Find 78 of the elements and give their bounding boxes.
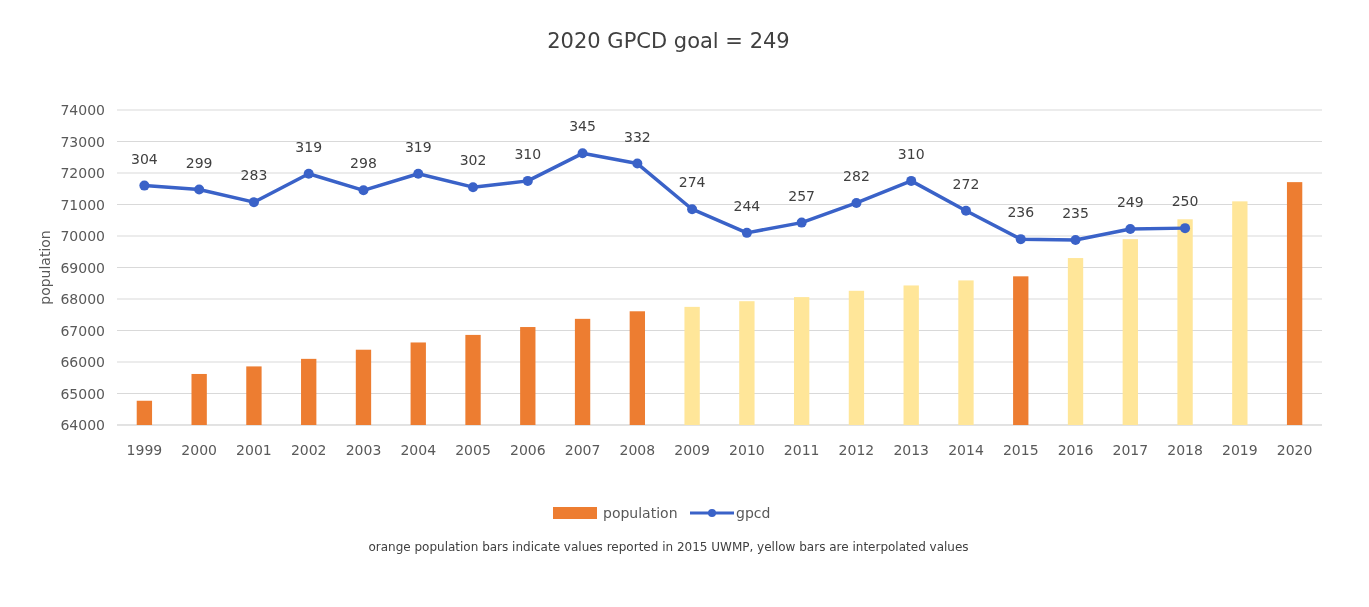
y-tick-label: 64000: [60, 417, 105, 433]
data-label: 235: [1062, 204, 1089, 221]
legend-label: population: [603, 505, 678, 521]
point: [1180, 223, 1191, 234]
data-label: 236: [1007, 204, 1035, 221]
x-tick-label: 2001: [236, 442, 272, 458]
data-label: 298: [350, 155, 377, 172]
point: [413, 168, 424, 179]
point: [1015, 234, 1026, 245]
x-tick-label: 2007: [564, 442, 601, 458]
point: [248, 197, 259, 208]
point: [139, 180, 150, 191]
y-tick-label: 71000: [60, 196, 105, 213]
legend-label: gpcd: [736, 505, 771, 521]
point: [960, 205, 971, 216]
data-label: 272: [952, 175, 980, 192]
point: [577, 148, 588, 159]
x-tick-label: 2018: [1167, 442, 1203, 458]
x-tick-label: 2015: [1002, 442, 1039, 458]
x-tick-label: 2017: [1112, 442, 1149, 458]
data-label: 319: [404, 138, 432, 155]
data-label: 319: [295, 138, 323, 155]
data-label: 332: [623, 128, 651, 145]
x-tick-label: 2010: [729, 442, 765, 458]
x-tick-label: 2000: [181, 442, 217, 458]
x-tick-label: 2014: [948, 442, 984, 458]
point: [1125, 223, 1136, 234]
point: [851, 197, 862, 208]
data-label: 282: [843, 167, 870, 184]
y-tick-label: 73000: [60, 133, 105, 150]
data-label: 304: [131, 150, 158, 167]
data-label: 274: [678, 174, 706, 191]
y-tick-label: 68000: [60, 291, 105, 307]
chart-title: 2020 GPCD goal = 249: [547, 29, 790, 53]
data-label: 310: [514, 145, 542, 162]
y-axis-title: population: [37, 230, 53, 305]
data-label: 244: [733, 197, 761, 214]
point: [796, 217, 807, 228]
y-tick-label: 72000: [60, 165, 105, 181]
y-tick-label: 70000: [60, 228, 105, 244]
data-label: 283: [240, 167, 268, 184]
point: [303, 168, 314, 179]
data-label: 249: [1116, 193, 1144, 210]
y-tick-label: 65000: [60, 385, 105, 402]
x-tick-label: 2009: [674, 442, 710, 458]
y-tick-label: 66000: [60, 354, 105, 370]
point: [194, 184, 205, 195]
x-tick-label: 2013: [893, 442, 930, 458]
text: orange population bars indicate values reported in 2015 UWMP, yellow bars are interpolated values: [368, 540, 969, 554]
data-label: 302: [459, 152, 487, 169]
data-label: 299: [185, 154, 213, 171]
point: [358, 185, 369, 196]
point: [632, 158, 643, 169]
x-tick-label: 2002: [290, 442, 327, 458]
data-label: 257: [788, 187, 816, 204]
x-tick-label: 2008: [619, 442, 656, 458]
x-tick-label: 2020: [1276, 442, 1313, 458]
x-tick-label: 2006: [509, 442, 546, 458]
x-tick-label: 2003: [345, 442, 382, 458]
point: [906, 175, 917, 186]
point: [741, 227, 752, 238]
point: [1070, 234, 1081, 245]
x-tick-label: 2012: [838, 442, 875, 458]
data-label: 310: [897, 145, 925, 162]
point: [468, 182, 479, 193]
y-tick-label: 74000: [60, 102, 105, 118]
data-label: 345: [569, 118, 596, 135]
point: [522, 175, 533, 186]
x-tick-label: 2019: [1222, 442, 1258, 458]
x-tick-label: 1999: [126, 442, 163, 458]
data-label: 250: [1171, 193, 1199, 210]
point: [687, 204, 698, 215]
y-tick-label: 69000: [60, 259, 105, 276]
x-tick-label: 2011: [783, 442, 820, 458]
y-tick-label: 67000: [60, 322, 105, 339]
x-tick-label: 2005: [455, 442, 491, 458]
x-tick-label: 2004: [400, 442, 437, 458]
x-tick-label: 2016: [1057, 442, 1094, 458]
